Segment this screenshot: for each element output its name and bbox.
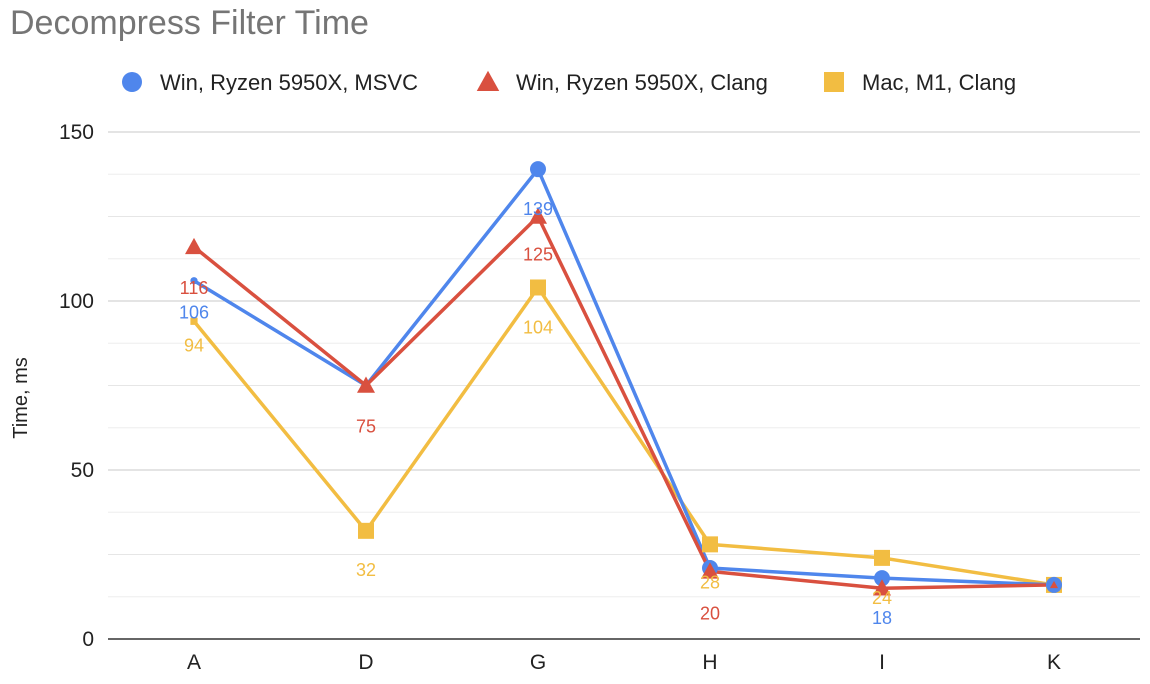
- legend-circle-marker: [122, 72, 142, 92]
- data-point: [529, 207, 547, 224]
- data-labels: 106 139 18 116 75 125 20 94 32 104 28 24: [179, 199, 892, 628]
- y-tick-label: 0: [82, 628, 94, 651]
- data-label: 28: [700, 572, 720, 592]
- y-tick-label: 100: [59, 290, 94, 313]
- data-point: [1049, 580, 1059, 589]
- data-label: 106: [179, 303, 209, 323]
- legend-triangle-marker: [476, 70, 500, 91]
- data-label: 94: [184, 335, 204, 355]
- chart-title: Decompress Filter Time: [10, 4, 369, 42]
- legend-label: Win, Ryzen 5950X, MSVC: [160, 70, 418, 95]
- data-point: [190, 317, 198, 325]
- series-markers: [185, 161, 1062, 596]
- data-label: 139: [523, 199, 553, 219]
- data-label: 75: [356, 417, 376, 437]
- data-point: [185, 237, 203, 255]
- series-line: [193, 167, 1055, 587]
- data-point: [701, 562, 719, 579]
- legend: Win, Ryzen 5950X, MSVC Win, Ryzen 5950X, …: [122, 70, 1016, 95]
- series-line: [192, 285, 1055, 587]
- y-axis-ticks: 0 50 100 150: [59, 121, 94, 651]
- data-point: [702, 536, 718, 553]
- data-point: [530, 161, 546, 178]
- x-tick-label: A: [187, 651, 201, 674]
- data-point: [874, 549, 890, 566]
- data-label: 24: [872, 588, 892, 608]
- x-tick-label: K: [1047, 651, 1061, 674]
- y-tick-label: 150: [59, 121, 94, 144]
- data-label: 125: [523, 245, 553, 265]
- data-point: [358, 522, 374, 539]
- data-label: 18: [872, 608, 892, 628]
- y-axis-title: Time, ms: [10, 357, 32, 438]
- x-tick-label: I: [879, 651, 885, 674]
- data-label: 20: [700, 603, 720, 623]
- gridlines: [108, 131, 1140, 640]
- y-tick-label: 50: [71, 459, 94, 482]
- series-lines: [192, 167, 1055, 591]
- x-tick-label: D: [358, 651, 373, 674]
- legend-label: Win, Ryzen 5950X, Clang: [516, 70, 768, 95]
- data-label: 116: [180, 278, 209, 298]
- data-point: [190, 277, 198, 285]
- data-label: 104: [523, 317, 553, 337]
- data-label: 32: [356, 560, 376, 580]
- data-point: [530, 279, 546, 296]
- x-tick-label: H: [702, 651, 717, 674]
- series-line: [192, 214, 1055, 591]
- x-tick-label: G: [530, 651, 546, 674]
- legend-square-marker: [824, 72, 844, 92]
- data-point: [874, 570, 890, 587]
- data-point: [357, 376, 375, 393]
- legend-label: Mac, M1, Clang: [862, 70, 1016, 95]
- data-point: [873, 579, 891, 596]
